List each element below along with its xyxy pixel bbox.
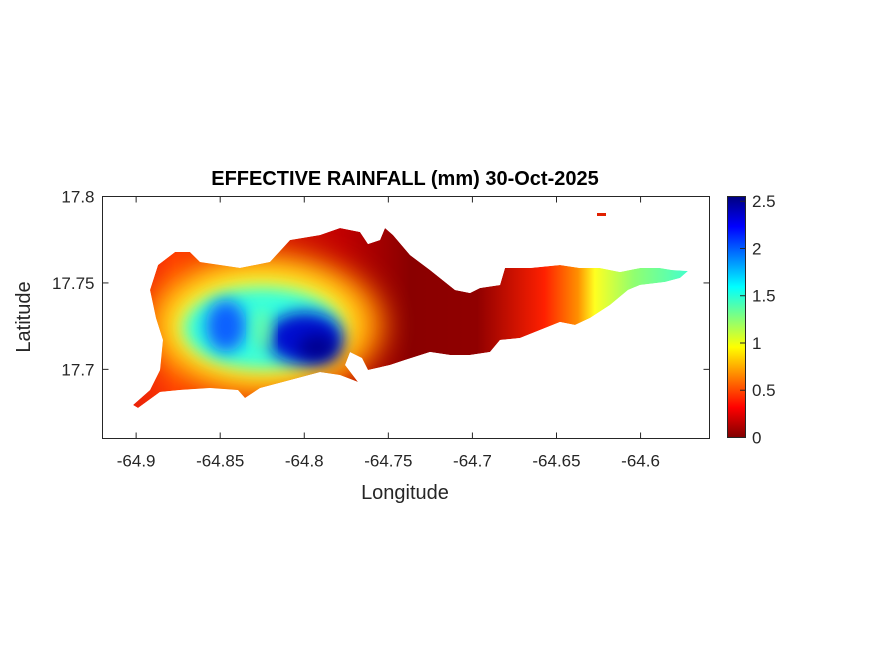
colorbar-tick-label: 2 [752,239,761,258]
colorbar-ticks: 0 0.5 1 1.5 2 2.5 [740,192,776,448]
x-axis-label: Longitude [361,482,449,504]
rainfall-core-east-peak [298,334,338,362]
x-axis: -64.9 -64.85 -64.8 -64.75 -64.7 -64.65 -64.6 [117,196,660,471]
plot-area [133,213,688,408]
colorbar-tick-label: 1 [752,334,761,353]
rainfall-gap-green [254,308,270,352]
islet [597,213,606,216]
x-tick-label: -64.85 [196,452,244,471]
x-tick-label: -64.65 [532,452,580,471]
y-tick-label: 17.7 [61,360,94,379]
x-tick-label: -64.7 [453,452,492,471]
y-axis: 17.7 17.75 17.8 [52,188,710,379]
colorbar: 0 0.5 1 1.5 2 2.5 [727,192,776,448]
chart-title: EFFECTIVE RAINFALL (mm) 30-Oct-2025 [211,168,598,190]
rainfall-core-west [206,300,246,352]
colorbar-tick-label: 2.5 [752,192,776,211]
y-axis-label: Latitude [13,281,35,352]
y-tick-label: 17.75 [52,274,95,293]
axes-box [102,196,710,439]
colorbar-gradient [727,196,746,438]
colorbar-tick-label: 0 [752,429,761,448]
x-tick-label: -64.75 [364,452,412,471]
rainfall-field [133,228,688,408]
colorbar-tick-label: 1.5 [752,287,776,306]
x-tick-label: -64.6 [621,452,660,471]
y-tick-label: 17.8 [61,188,94,207]
x-tick-label: -64.8 [285,452,324,471]
colorbar-tick-label: 0.5 [752,381,776,400]
x-tick-label: -64.9 [117,452,156,471]
